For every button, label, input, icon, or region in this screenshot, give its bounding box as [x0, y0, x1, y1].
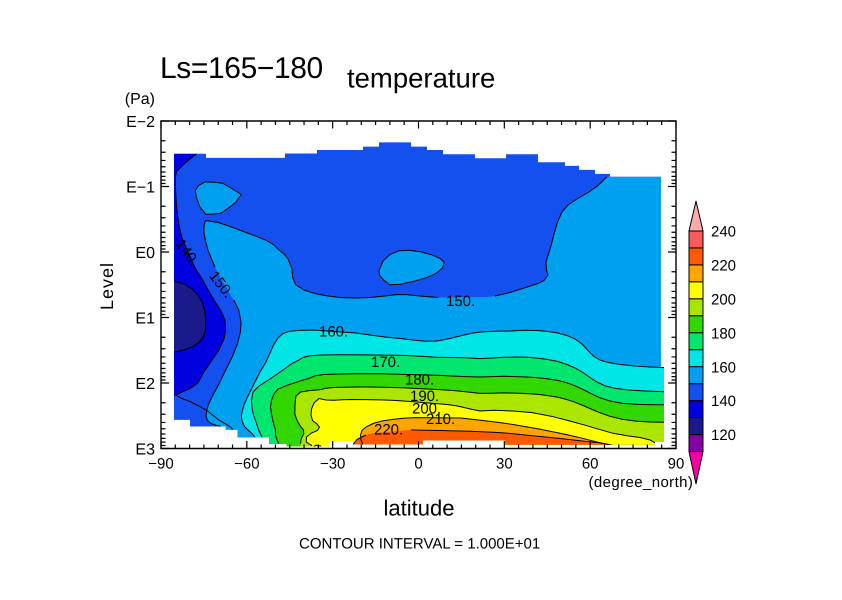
svg-text:−30: −30 [320, 456, 345, 473]
svg-text:60: 60 [582, 456, 599, 473]
svg-text:−90: −90 [148, 456, 173, 473]
svg-text:−60: −60 [234, 456, 259, 473]
svg-text:90: 90 [668, 456, 685, 473]
svg-text:140: 140 [711, 393, 736, 410]
svg-text:200: 200 [711, 291, 736, 308]
svg-text:240: 240 [711, 224, 736, 241]
svg-text:180.: 180. [405, 372, 434, 389]
svg-text:160.: 160. [319, 324, 348, 341]
svg-text:220.: 220. [374, 422, 403, 439]
svg-text:160: 160 [711, 359, 736, 376]
svg-text:30: 30 [496, 456, 513, 473]
svg-text:E2: E2 [135, 376, 155, 393]
svg-text:E−1: E−1 [126, 179, 155, 196]
svg-text:temperature: temperature [347, 63, 495, 94]
svg-text:latitude: latitude [384, 496, 455, 521]
svg-text:CONTOUR INTERVAL = 1.000E+01: CONTOUR INTERVAL = 1.000E+01 [299, 536, 540, 553]
svg-text:190.: 190. [410, 388, 439, 405]
svg-text:Level: Level [97, 262, 117, 310]
svg-text:0: 0 [414, 456, 422, 473]
svg-text:Ls=165−180: Ls=165−180 [160, 52, 323, 85]
svg-text:170.: 170. [371, 354, 400, 371]
svg-text:180: 180 [711, 325, 736, 342]
svg-text:E−2: E−2 [126, 114, 155, 131]
svg-text:200.: 200. [412, 401, 441, 418]
svg-text:(Pa): (Pa) [125, 91, 155, 108]
svg-text:(degree_north): (degree_north) [588, 474, 693, 491]
svg-text:220: 220 [711, 257, 736, 274]
svg-text:E3: E3 [135, 441, 155, 458]
svg-text:210.: 210. [426, 411, 455, 428]
svg-text:E1: E1 [135, 310, 155, 327]
svg-text:120: 120 [711, 427, 736, 444]
svg-text:150.: 150. [446, 293, 475, 310]
svg-text:E0: E0 [135, 245, 155, 262]
